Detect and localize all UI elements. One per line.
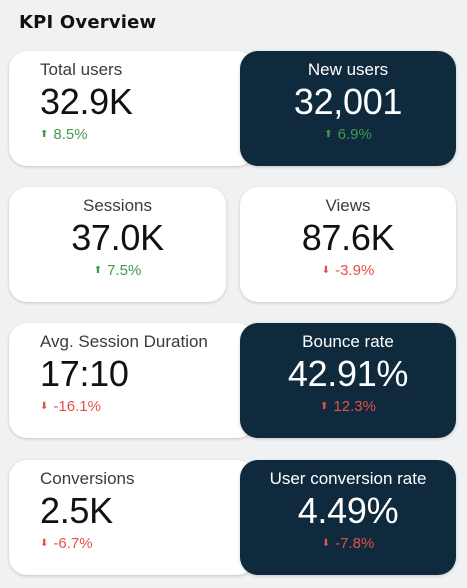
kpi-card-avg-session-duration[interactable]: Avg. Session Duration 17:10 ⬇ -16.1% bbox=[9, 323, 255, 438]
kpi-card-new-users[interactable]: New users 32,001 ⬆ 6.9% bbox=[240, 51, 456, 166]
kpi-card-views[interactable]: Views 87.6K ⬇ -3.9% bbox=[240, 187, 456, 302]
kpi-value: 37.0K bbox=[71, 217, 164, 258]
kpi-delta: ⬆ 12.3% bbox=[240, 398, 456, 415]
kpi-value: 17:10 bbox=[40, 353, 129, 394]
kpi-delta-value: -3.9% bbox=[335, 262, 375, 279]
kpi-card-user-conversion-rate[interactable]: User conversion rate 4.49% ⬇ -7.8% bbox=[240, 460, 456, 575]
kpi-value: 42.91% bbox=[287, 353, 409, 394]
kpi-label: Bounce rate bbox=[302, 332, 394, 351]
kpi-delta: ⬆ 7.5% bbox=[9, 262, 226, 279]
trend-up-icon: ⬆ bbox=[324, 128, 333, 140]
trend-down-icon: ⬇ bbox=[40, 537, 49, 549]
kpi-label: Total users bbox=[40, 60, 123, 79]
kpi-delta: ⬆ 6.9% bbox=[240, 126, 456, 143]
kpi-card-sessions[interactable]: Sessions 37.0K ⬆ 7.5% bbox=[9, 187, 226, 302]
trend-up-icon: ⬆ bbox=[40, 128, 49, 140]
kpi-delta-value: -7.8% bbox=[335, 535, 375, 552]
kpi-value: 87.6K bbox=[301, 217, 395, 258]
kpi-delta: ⬇ -3.9% bbox=[240, 262, 456, 279]
trend-down-icon: ⬇ bbox=[321, 537, 331, 549]
kpi-label: New users bbox=[307, 60, 389, 79]
kpi-card-bounce-rate[interactable]: Bounce rate 42.91% ⬆ 12.3% bbox=[240, 323, 456, 438]
kpi-value: 32,001 bbox=[293, 81, 403, 122]
kpi-label: User conversion rate bbox=[269, 469, 427, 488]
kpi-card-total-users[interactable]: Total users 32.9K ⬆ 8.5% bbox=[9, 51, 255, 166]
kpi-value: 4.49% bbox=[297, 490, 399, 531]
kpi-delta-value: 7.5% bbox=[107, 262, 142, 279]
trend-down-icon: ⬇ bbox=[40, 400, 49, 412]
kpi-card-conversions[interactable]: Conversions 2.5K ⬇ -6.7% bbox=[9, 460, 255, 575]
kpi-value: 2.5K bbox=[40, 490, 113, 531]
kpi-delta: ⬇ -16.1% bbox=[40, 398, 101, 415]
kpi-label: Sessions bbox=[83, 196, 152, 215]
kpi-delta-value: -16.1% bbox=[53, 398, 101, 415]
kpi-delta: ⬆ 8.5% bbox=[40, 126, 88, 143]
kpi-delta-value: 12.3% bbox=[333, 398, 376, 415]
kpi-label: Avg. Session Duration bbox=[40, 332, 208, 351]
kpi-label: Views bbox=[325, 196, 371, 215]
kpi-delta: ⬇ -6.7% bbox=[40, 535, 93, 552]
trend-down-icon: ⬇ bbox=[321, 264, 331, 276]
kpi-delta-value: 6.9% bbox=[337, 126, 372, 143]
trend-up-icon: ⬆ bbox=[320, 400, 329, 412]
kpi-label: Conversions bbox=[40, 469, 135, 488]
kpi-delta-value: -6.7% bbox=[53, 535, 93, 552]
trend-up-icon: ⬆ bbox=[93, 264, 103, 276]
kpi-delta: ⬇ -7.8% bbox=[240, 535, 456, 552]
kpi-delta-value: 8.5% bbox=[53, 126, 88, 143]
kpi-value: 32.9K bbox=[40, 81, 133, 122]
page-title: KPI Overview bbox=[19, 12, 157, 33]
